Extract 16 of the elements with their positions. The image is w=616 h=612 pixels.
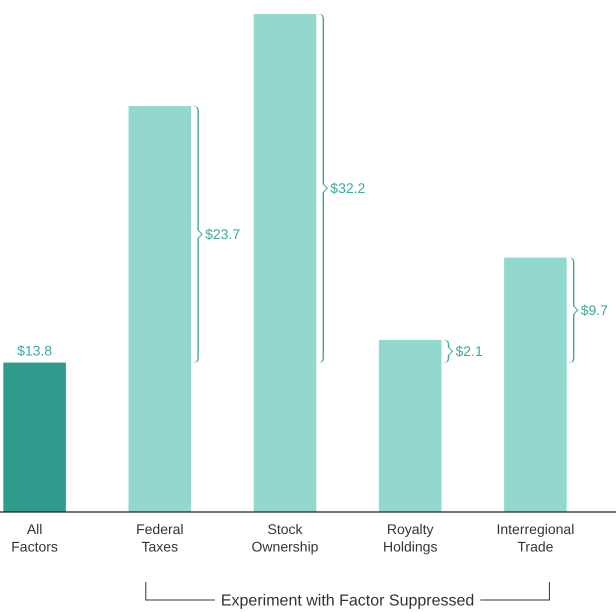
- x-tick-label: Stock Ownership: [252, 520, 319, 554]
- x-tick-label: Federal Taxes: [136, 520, 184, 554]
- x-tick-label: Royalty Holdings: [382, 520, 438, 554]
- x-tick-label: Interregional Trade: [496, 520, 574, 554]
- data-label: $13.8: [17, 342, 52, 359]
- annotation: $9.7: [580, 302, 608, 318]
- bar: [254, 14, 316, 512]
- bar: [504, 258, 567, 512]
- x-tick-label: All Factors: [11, 520, 58, 554]
- x-axis-title: Experiment with Factor Suppressed: [220, 592, 474, 610]
- bar: [128, 106, 192, 512]
- bar: [378, 340, 442, 512]
- annotation: $32.2: [330, 180, 366, 196]
- annotation: $23.7: [205, 226, 240, 242]
- bar: [3, 362, 66, 512]
- annotation: $2.1: [456, 343, 483, 360]
